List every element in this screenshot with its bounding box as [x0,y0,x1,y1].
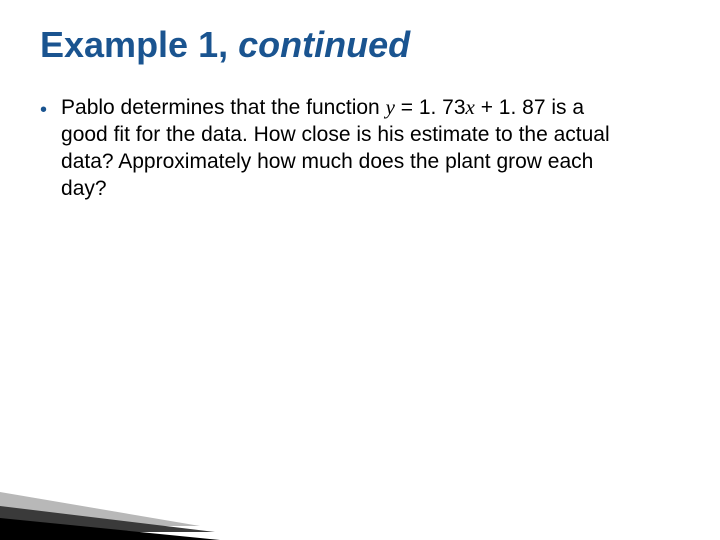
slide: Example 1, continued • Pablo determines … [0,0,720,540]
eq-y: y [386,95,395,119]
eq-x: x [466,95,475,119]
title-prefix: Example 1, [40,24,238,65]
corner-decoration [0,470,220,540]
body-text: Pablo determines that the function y = 1… [61,94,621,203]
body-content: • Pablo determines that the function y =… [40,94,680,203]
eq-mid1: = 1. 73 [395,96,466,119]
title-italic: continued [238,24,410,65]
body-part1: Pablo determines that the function [61,96,386,119]
bullet-icon: • [40,96,47,124]
slide-title: Example 1, continued [40,24,680,66]
eq-mid2: + 1. 87 [475,96,551,119]
